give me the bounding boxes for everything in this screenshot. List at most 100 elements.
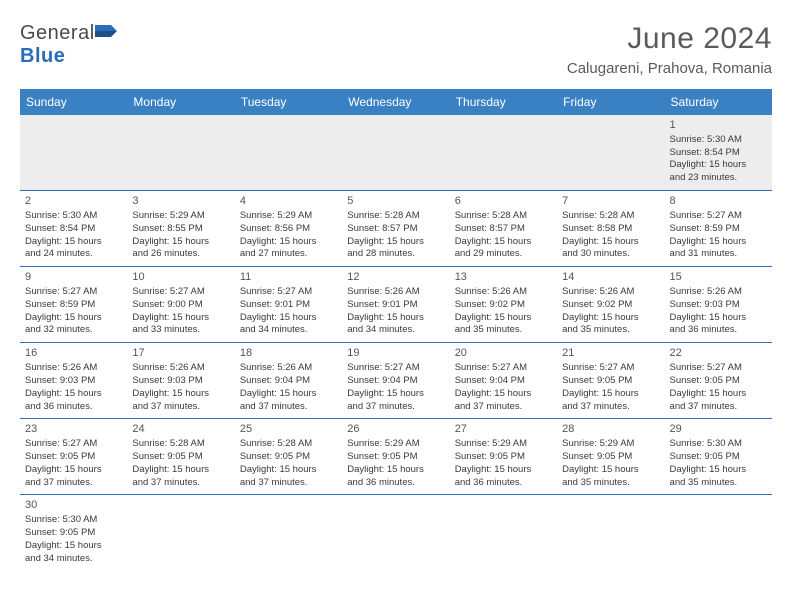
day-info-line: and 33 minutes. [132,324,229,337]
day-info-line: Daylight: 15 hours [670,236,767,249]
day-info-line: and 29 minutes. [455,248,552,261]
title-block: June 2024 Calugareni, Prahova, Romania [567,22,772,77]
day-cell: 25Sunrise: 5:28 AMSunset: 9:05 PMDayligh… [235,419,342,495]
weekday-header: Saturday [665,89,772,115]
day-info-line: and 37 minutes. [240,477,337,490]
day-info-line: Daylight: 15 hours [132,312,229,325]
day-info-line: Daylight: 15 hours [670,388,767,401]
brand-logo: GeneralBlue [20,22,117,68]
day-info-line: Sunrise: 5:28 AM [347,210,444,223]
brand-text: GeneralBlue [20,22,117,68]
day-info-line: and 31 minutes. [670,248,767,261]
location-text: Calugareni, Prahova, Romania [567,60,772,77]
brand-word2: Blue [20,45,65,67]
weekday-header: Friday [557,89,664,115]
day-cell: 12Sunrise: 5:26 AMSunset: 9:01 PMDayligh… [342,267,449,343]
day-info-line: Sunset: 9:02 PM [455,299,552,312]
day-info-line: and 23 minutes. [670,172,767,185]
calendar-header: Sunday Monday Tuesday Wednesday Thursday… [20,89,772,115]
day-info-line: Daylight: 15 hours [25,236,122,249]
day-cell: 16Sunrise: 5:26 AMSunset: 9:03 PMDayligh… [20,343,127,419]
day-cell: 14Sunrise: 5:26 AMSunset: 9:02 PMDayligh… [557,267,664,343]
table-row: 16Sunrise: 5:26 AMSunset: 9:03 PMDayligh… [20,343,772,419]
day-info-line: Daylight: 15 hours [132,388,229,401]
day-cell: 2Sunrise: 5:30 AMSunset: 8:54 PMDaylight… [20,191,127,267]
day-cell [450,495,557,571]
day-cell: 27Sunrise: 5:29 AMSunset: 9:05 PMDayligh… [450,419,557,495]
day-number: 4 [240,194,337,209]
day-number: 10 [132,270,229,285]
day-cell: 24Sunrise: 5:28 AMSunset: 9:05 PMDayligh… [127,419,234,495]
day-info-line: Sunset: 8:56 PM [240,223,337,236]
day-info-line: Daylight: 15 hours [455,312,552,325]
day-info-line: Sunrise: 5:27 AM [25,438,122,451]
day-number: 20 [455,346,552,361]
day-info-line: Sunrise: 5:26 AM [132,362,229,375]
day-info-line: and 37 minutes. [562,401,659,414]
day-info-line: Sunrise: 5:27 AM [670,210,767,223]
day-info-line: Daylight: 15 hours [562,312,659,325]
day-cell: 22Sunrise: 5:27 AMSunset: 9:05 PMDayligh… [665,343,772,419]
day-cell: 29Sunrise: 5:30 AMSunset: 9:05 PMDayligh… [665,419,772,495]
day-cell: 18Sunrise: 5:26 AMSunset: 9:04 PMDayligh… [235,343,342,419]
day-info-line: Sunset: 8:54 PM [670,147,767,160]
day-info-line: and 35 minutes. [455,324,552,337]
day-cell: 21Sunrise: 5:27 AMSunset: 9:05 PMDayligh… [557,343,664,419]
day-cell: 3Sunrise: 5:29 AMSunset: 8:55 PMDaylight… [127,191,234,267]
day-info-line: Sunset: 8:57 PM [455,223,552,236]
day-info-line: and 37 minutes. [132,477,229,490]
weekday-header: Tuesday [235,89,342,115]
table-row: 2Sunrise: 5:30 AMSunset: 8:54 PMDaylight… [20,191,772,267]
day-cell: 10Sunrise: 5:27 AMSunset: 9:00 PMDayligh… [127,267,234,343]
day-info-line: Daylight: 15 hours [240,312,337,325]
day-number: 3 [132,194,229,209]
day-info-line: Sunset: 9:05 PM [132,451,229,464]
day-info-line: Sunset: 9:03 PM [670,299,767,312]
brand-word1: General [20,22,95,44]
day-info-line: Sunset: 9:03 PM [25,375,122,388]
day-info-line: Daylight: 15 hours [240,236,337,249]
day-info-line: Daylight: 15 hours [347,236,444,249]
day-cell: 4Sunrise: 5:29 AMSunset: 8:56 PMDaylight… [235,191,342,267]
day-info-line: Sunset: 9:05 PM [25,451,122,464]
day-info-line: Sunrise: 5:28 AM [240,438,337,451]
day-info-line: and 34 minutes. [347,324,444,337]
day-number: 30 [25,498,122,513]
day-info-line: Sunrise: 5:30 AM [670,134,767,147]
day-info-line: Sunrise: 5:29 AM [347,438,444,451]
day-cell [557,495,664,571]
day-info-line: Sunrise: 5:26 AM [562,286,659,299]
day-info-line: and 34 minutes. [25,553,122,566]
day-info-line: and 37 minutes. [347,401,444,414]
day-info-line: Daylight: 15 hours [670,159,767,172]
day-number: 26 [347,422,444,437]
table-row: 1Sunrise: 5:30 AMSunset: 8:54 PMDaylight… [20,115,772,191]
day-info-line: Sunrise: 5:29 AM [455,438,552,451]
day-info-line: and 26 minutes. [132,248,229,261]
day-cell: 13Sunrise: 5:26 AMSunset: 9:02 PMDayligh… [450,267,557,343]
table-row: 23Sunrise: 5:27 AMSunset: 9:05 PMDayligh… [20,419,772,495]
day-info-line: and 24 minutes. [25,248,122,261]
day-info-line: Sunrise: 5:26 AM [455,286,552,299]
day-info-line: Sunset: 8:54 PM [25,223,122,236]
day-info-line: Sunset: 8:57 PM [347,223,444,236]
day-info-line: and 28 minutes. [347,248,444,261]
day-cell [127,495,234,571]
day-cell: 19Sunrise: 5:27 AMSunset: 9:04 PMDayligh… [342,343,449,419]
day-number: 6 [455,194,552,209]
day-info-line: Daylight: 15 hours [670,312,767,325]
day-info-line: Daylight: 15 hours [25,388,122,401]
day-number: 11 [240,270,337,285]
day-info-line: Sunset: 9:01 PM [240,299,337,312]
day-number: 15 [670,270,767,285]
day-cell: 20Sunrise: 5:27 AMSunset: 9:04 PMDayligh… [450,343,557,419]
day-info-line: and 35 minutes. [562,477,659,490]
day-info-line: Daylight: 15 hours [347,312,444,325]
day-cell [127,115,234,191]
day-number: 21 [562,346,659,361]
day-info-line: Daylight: 15 hours [132,236,229,249]
page-title: June 2024 [567,22,772,56]
day-info-line: Sunrise: 5:27 AM [347,362,444,375]
day-number: 12 [347,270,444,285]
day-number: 5 [347,194,444,209]
